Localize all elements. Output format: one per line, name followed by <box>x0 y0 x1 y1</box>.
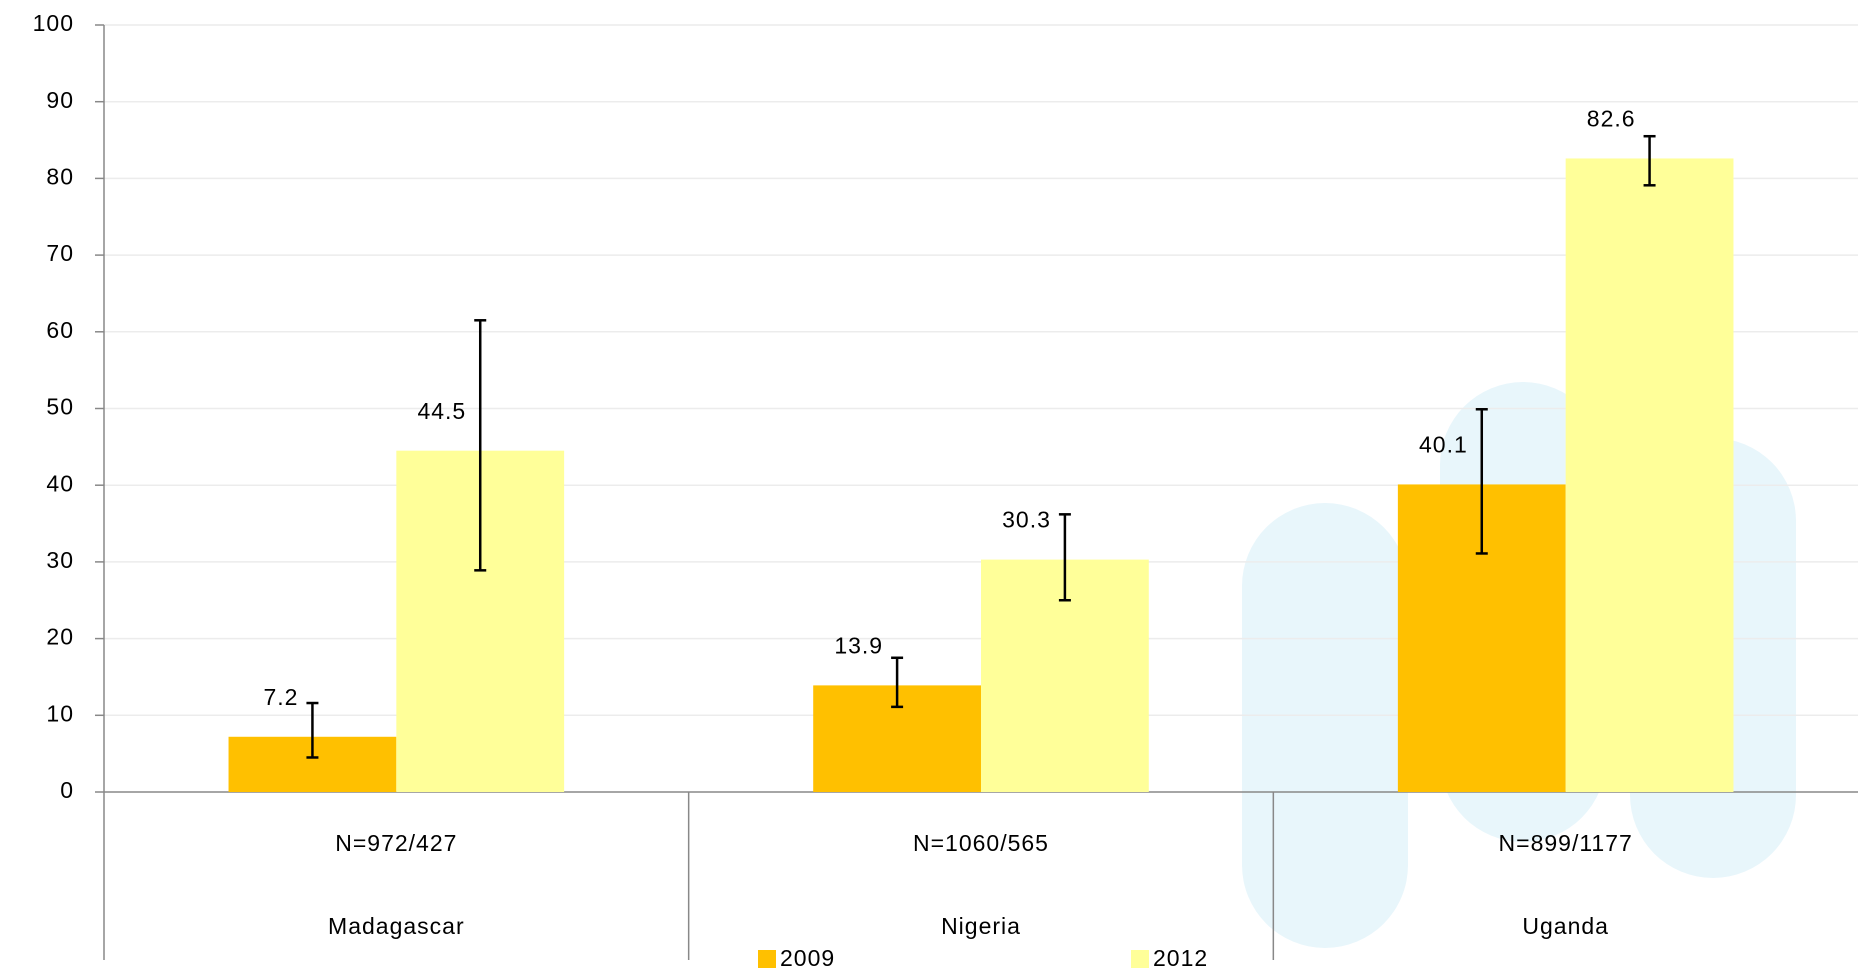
y-tick-label: 60 <box>46 317 74 343</box>
y-tick-label: 10 <box>46 700 74 726</box>
sample-size-label: N=899/1177 <box>1499 830 1633 856</box>
y-tick-label: 20 <box>46 624 74 650</box>
sample-size-label: N=972/427 <box>335 830 457 856</box>
data-label: 13.9 <box>834 632 883 658</box>
legend-swatch <box>758 950 776 968</box>
legend-swatch <box>1131 950 1149 968</box>
y-tick-label: 90 <box>46 87 74 113</box>
data-label: 44.5 <box>417 398 466 424</box>
x-tick-label: Uganda <box>1522 913 1609 939</box>
legend-label: 2012 <box>1153 945 1208 971</box>
chart: 0 10 20 30 40 50 60 70 80 90 100 N=972/427 Madagasca… <box>0 0 1858 975</box>
sample-size-label: N=1060/565 <box>913 830 1049 856</box>
x-tick-label: Madagascar <box>328 913 465 939</box>
x-tick-label: Nigeria <box>941 913 1021 939</box>
y-tick-label: 100 <box>33 10 74 36</box>
data-label: 30.3 <box>1002 507 1051 533</box>
y-tick-label: 80 <box>46 163 74 189</box>
bar <box>1566 158 1734 792</box>
legend-label: 2009 <box>780 945 835 971</box>
y-tick-label: 40 <box>46 470 74 496</box>
y-tick-label: 70 <box>46 240 74 266</box>
data-label: 82.6 <box>1587 106 1636 132</box>
y-tick-label: 30 <box>46 547 74 573</box>
watermark-shape <box>1242 503 1408 948</box>
y-tick-label: 50 <box>46 394 74 420</box>
data-label: 40.1 <box>1419 432 1468 458</box>
data-label: 7.2 <box>263 684 298 710</box>
y-tick-label: 0 <box>60 777 74 803</box>
